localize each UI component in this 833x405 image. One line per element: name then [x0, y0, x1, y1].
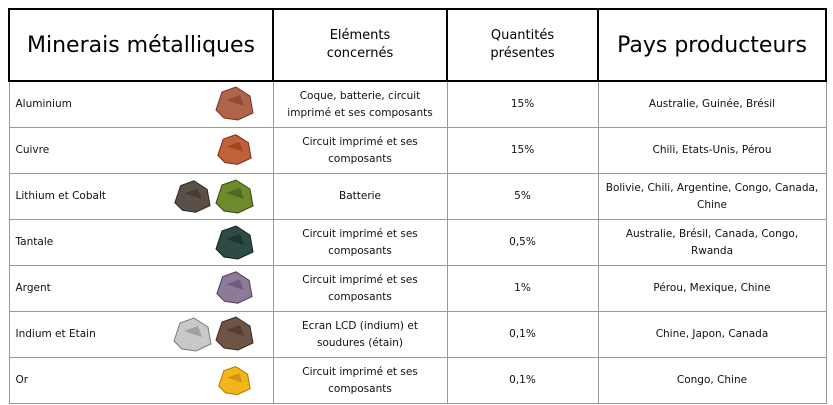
cell-wrap: Batterie — [285, 188, 435, 205]
table-row: Tantale Circuit imprimé et ses composants… — [9, 220, 826, 266]
table-cell: Bolivie, Chili, Argentine, Congo, Canada… — [598, 174, 826, 220]
cell-text: 5% — [514, 190, 531, 202]
table-header: Minerais métalliques Eléments concernés … — [9, 9, 826, 81]
cell-text: 15% — [511, 144, 534, 156]
mineral-image — [164, 86, 259, 124]
cell-text: Cuivre — [16, 144, 50, 156]
cell-text: Chine, Japon, Canada — [656, 328, 769, 340]
header-text: Eléments concernés — [315, 27, 405, 63]
cell-wrap: Circuit imprimé et ses composants — [285, 272, 435, 306]
cell-text: Australie, Guinée, Brésil — [649, 98, 775, 110]
cell-text: Or — [16, 374, 29, 386]
table-cell: Or — [9, 358, 273, 404]
table-cell: Congo, Chine — [598, 358, 826, 404]
table-cell: Argent — [9, 266, 273, 312]
table-cell: Circuit imprimé et ses composants — [273, 266, 447, 312]
table-cell: Pérou, Mexique, Chine — [598, 266, 826, 312]
table-cell: Batterie — [273, 174, 447, 220]
table-cell: 5% — [447, 174, 598, 220]
table-cell: Indium et Etain — [9, 312, 273, 358]
table-row: Argent Circuit imprimé et ses composants 1… — [9, 266, 826, 312]
page: Minerais métalliques Eléments concernés … — [0, 0, 833, 405]
cell-wrap: Circuit imprimé et ses composants — [285, 134, 435, 168]
cell-text: Aluminium — [16, 98, 72, 110]
table-cell: 1% — [447, 266, 598, 312]
cell-text: Australie, Brésil, Canada, Congo, Rwanda — [626, 228, 798, 257]
cell-wrap: Ecran LCD (indium) et soudures (étain) — [285, 318, 435, 352]
cell-text: Circuit imprimé et ses composants — [302, 366, 418, 395]
cell-text: Circuit imprimé et ses composants — [302, 136, 418, 165]
table-cell: Circuit imprimé et ses composants — [273, 358, 447, 404]
table-cell: Ecran LCD (indium) et soudures (étain) — [273, 312, 447, 358]
minerals-table: Minerais métalliques Eléments concernés … — [8, 8, 827, 404]
cell-text: Indium et Etain — [16, 328, 96, 340]
header-cell: Eléments concernés — [273, 9, 447, 81]
cell-text: Lithium et Cobalt — [16, 190, 106, 202]
table-cell: 0,1% — [447, 358, 598, 404]
cell-text: Batterie — [339, 190, 381, 202]
header-text: Quantités présentes — [480, 27, 565, 63]
table-cell: 15% — [447, 81, 598, 128]
header-cell: Minerais métalliques — [9, 9, 273, 81]
table-row: Or Circuit imprimé et ses composants 0,1% C… — [9, 358, 826, 404]
table-row: Aluminium Coque, batterie, circuit imprim… — [9, 81, 826, 128]
table-cell: Circuit imprimé et ses composants — [273, 128, 447, 174]
cell-text: 1% — [514, 282, 531, 294]
mineral-image — [164, 316, 259, 354]
cell-text: Circuit imprimé et ses composants — [302, 274, 418, 303]
cell-text: 15% — [511, 98, 534, 110]
cell-text: 0,5% — [509, 236, 536, 248]
cell-text: Pérou, Mexique, Chine — [653, 282, 770, 294]
mineral-image — [164, 178, 259, 216]
cell-text: Chili, Etats-Unis, Pérou — [653, 144, 772, 156]
table-row: Lithium et Cobalt Batterie 5% Bolivie, Chil… — [9, 174, 826, 220]
table-cell: Australie, Guinée, Brésil — [598, 81, 826, 128]
table-cell: Cuivre — [9, 128, 273, 174]
table-cell: 15% — [447, 128, 598, 174]
mineral-image — [164, 132, 259, 170]
cell-text: Argent — [16, 282, 51, 294]
cell-text: Ecran LCD (indium) et soudures (étain) — [302, 320, 418, 349]
table-cell: Coque, batterie, circuit imprimé et ses … — [273, 81, 447, 128]
table-row: Indium et Etain Ecran LCD (indium) et sou… — [9, 312, 826, 358]
table-cell: Tantale — [9, 220, 273, 266]
cell-text: 0,1% — [509, 328, 536, 340]
cell-wrap: Circuit imprimé et ses composants — [285, 364, 435, 398]
table-cell: Chine, Japon, Canada — [598, 312, 826, 358]
cell-text: Circuit imprimé et ses composants — [302, 228, 418, 257]
table-cell: Chili, Etats-Unis, Pérou — [598, 128, 826, 174]
mineral-image — [164, 362, 259, 400]
cell-text: Bolivie, Chili, Argentine, Congo, Canada… — [606, 182, 819, 211]
table-cell: Australie, Brésil, Canada, Congo, Rwanda — [598, 220, 826, 266]
table-cell: 0,1% — [447, 312, 598, 358]
header-cell: Pays producteurs — [598, 9, 826, 81]
table-cell: Circuit imprimé et ses composants — [273, 220, 447, 266]
table-cell: 0,5% — [447, 220, 598, 266]
table-body: Aluminium Coque, batterie, circuit imprim… — [9, 81, 826, 404]
cell-text: Coque, batterie, circuit imprimé et ses … — [287, 90, 432, 119]
cell-text: Congo, Chine — [677, 374, 747, 386]
mineral-image — [164, 270, 259, 308]
cell-wrap: Coque, batterie, circuit imprimé et ses … — [285, 88, 435, 122]
header-cell: Quantités présentes — [447, 9, 598, 81]
table-cell: Aluminium — [9, 81, 273, 128]
table-cell: Lithium et Cobalt — [9, 174, 273, 220]
cell-text: Tantale — [16, 236, 54, 248]
cell-wrap: Circuit imprimé et ses composants — [285, 226, 435, 260]
table-row: Cuivre Circuit imprimé et ses composants 1… — [9, 128, 826, 174]
cell-text: 0,1% — [509, 374, 536, 386]
header-row: Minerais métalliques Eléments concernés … — [9, 9, 826, 81]
mineral-image — [164, 224, 259, 262]
